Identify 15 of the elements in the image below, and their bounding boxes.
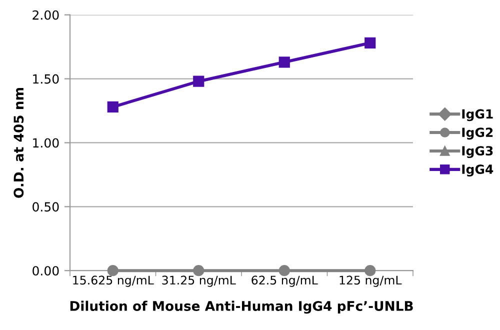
x-tick-label: 62.5 ng/mL (252, 276, 318, 287)
x-tick-label: 15.625 ng/mL (73, 276, 154, 287)
y-tick-label: 0.00 (32, 266, 59, 276)
y-axis-title: O.D. at 405 nm (14, 88, 24, 198)
y-tick-label: 0.50 (32, 202, 59, 212)
y-tick-label: 2.00 (32, 10, 59, 20)
legend-label: IgG1 (462, 109, 493, 122)
legend-label: IgG4 (462, 164, 494, 176)
x-tick-label: 31.25 ng/mL (162, 276, 236, 287)
y-tick-label: 1.00 (33, 138, 59, 148)
legend-label: IgG2 (462, 128, 493, 140)
x-axis-title: Dilution of Mouse Anti-Human IgG4 pFc’-UNLB (70, 300, 413, 314)
x-tick-label: 125 ng/mL (340, 276, 402, 287)
y-tick-label: 1.50 (33, 74, 59, 84)
legend-label: IgG3 (462, 146, 493, 158)
